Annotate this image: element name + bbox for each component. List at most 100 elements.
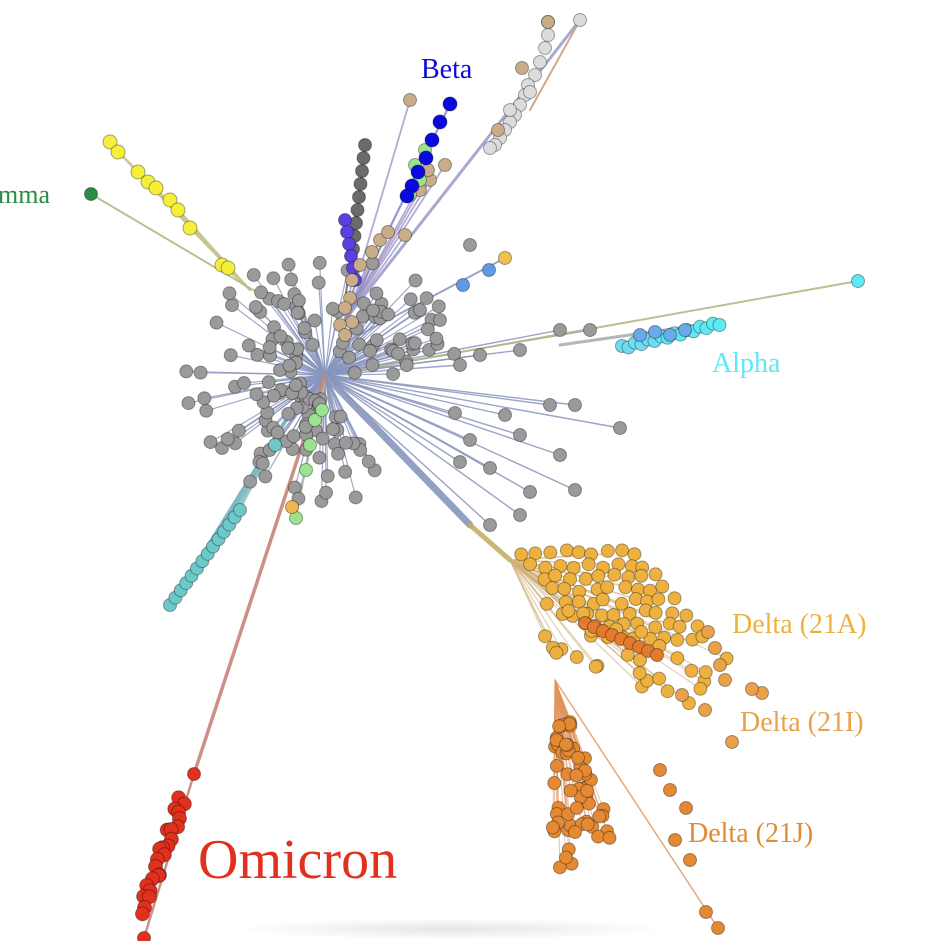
background-tip xyxy=(332,447,345,460)
delta-21a-tip xyxy=(635,625,648,638)
background-tip xyxy=(244,475,257,488)
delta-21a-tip xyxy=(671,633,684,646)
delta-21j-tip xyxy=(654,764,667,777)
background-tip xyxy=(382,308,395,321)
background-tip xyxy=(225,299,238,312)
beta-tip xyxy=(400,189,414,203)
light-grey-tip xyxy=(484,142,497,155)
blue-tip xyxy=(457,279,470,292)
delta-21a-tip xyxy=(629,593,642,606)
dark-grey-tip xyxy=(351,204,364,217)
delta-21j-label: Delta (21J) xyxy=(688,818,813,849)
alpha-tip xyxy=(713,319,726,332)
background-tip xyxy=(464,239,477,252)
background-tip xyxy=(221,433,234,446)
background-tip xyxy=(298,322,311,335)
alpha-label: Alpha xyxy=(712,348,781,379)
background-tip xyxy=(414,304,427,317)
background-tip xyxy=(242,339,255,352)
delta-21j-tip xyxy=(570,769,583,782)
background-tip xyxy=(306,338,319,351)
background-tip xyxy=(349,491,362,504)
background-tip xyxy=(194,366,207,379)
delta-21i-tip xyxy=(709,642,722,655)
gamma-label: mma xyxy=(0,180,50,209)
delta-21j-tip xyxy=(581,818,594,831)
green-tip xyxy=(316,404,329,417)
yellow-tip xyxy=(171,203,185,217)
background-tip xyxy=(334,410,347,423)
background-tip xyxy=(313,451,326,464)
background-tip xyxy=(408,337,421,350)
delta-21a-tip xyxy=(671,652,684,665)
purple-tip xyxy=(343,238,356,251)
delta-21i-tip xyxy=(702,626,715,639)
delta-21a-tip xyxy=(616,544,629,557)
background-tip xyxy=(434,314,447,327)
background-tip xyxy=(256,457,269,470)
omicron-tip xyxy=(188,768,201,781)
tan-tip xyxy=(404,94,417,107)
delta-21a-tip xyxy=(572,546,585,559)
branches-layer xyxy=(91,20,858,938)
delta-21j-tip xyxy=(669,834,682,847)
delta-21a-tip xyxy=(694,682,707,695)
background-tip xyxy=(267,272,280,285)
tan-tip xyxy=(346,274,359,287)
background-tip xyxy=(614,422,627,435)
delta-21a-tip xyxy=(579,572,592,585)
delta-21j-tip xyxy=(564,784,577,797)
tan-tip xyxy=(346,316,359,329)
background-tip xyxy=(484,519,497,532)
background-tip xyxy=(271,426,284,439)
teal-tip xyxy=(269,439,282,452)
delta-21j-tip xyxy=(664,784,677,797)
background-tip xyxy=(449,407,462,420)
delta-21j-tip xyxy=(546,821,559,834)
delta-21a-tip xyxy=(524,558,537,571)
beta-tip xyxy=(419,151,433,165)
delta-21a-tip xyxy=(540,597,553,610)
dark-grey-tip xyxy=(357,152,370,165)
background-tip xyxy=(432,300,445,313)
delta-21j-tip xyxy=(700,906,713,919)
delta-21j-tip xyxy=(592,830,605,843)
background-tip xyxy=(569,399,582,412)
background-tip xyxy=(339,436,352,449)
background-tip xyxy=(514,429,527,442)
yellow-tip xyxy=(183,221,197,235)
delta-21a-tip xyxy=(653,672,666,685)
background-tip xyxy=(524,486,537,499)
delta-21j-tip xyxy=(603,831,616,844)
light-grey-tip xyxy=(542,29,555,42)
background-tip xyxy=(316,432,329,445)
delta-21a-tip xyxy=(544,546,557,559)
background-tip xyxy=(255,286,268,299)
purple-tip xyxy=(341,226,354,239)
background-tip xyxy=(267,389,280,402)
delta-21a-tip xyxy=(619,581,632,594)
tan-tip xyxy=(542,16,555,29)
delta-21j-tip xyxy=(548,777,561,790)
delta-21a-tip xyxy=(608,568,621,581)
background-tip xyxy=(387,368,400,381)
light-grey-tip xyxy=(504,104,517,117)
alpha-tip xyxy=(649,326,662,339)
delta-21i-tip xyxy=(714,659,727,672)
delta-21j-tip xyxy=(712,922,725,935)
delta-21j-tip xyxy=(569,826,582,839)
dark-grey-tip xyxy=(359,139,372,152)
background-tip xyxy=(409,274,422,287)
delta-21a-tip xyxy=(592,570,605,583)
yellow-tip xyxy=(221,261,235,275)
alpha-tip xyxy=(852,275,865,288)
bottom-shadow xyxy=(230,918,670,940)
light-grey-tip xyxy=(524,86,537,99)
background-tip xyxy=(263,341,276,354)
yellow-tip xyxy=(111,145,125,159)
green-tip xyxy=(304,439,317,452)
background-tip xyxy=(554,449,567,462)
dark-grey-tip xyxy=(353,191,366,204)
yellow-tip xyxy=(149,181,163,195)
